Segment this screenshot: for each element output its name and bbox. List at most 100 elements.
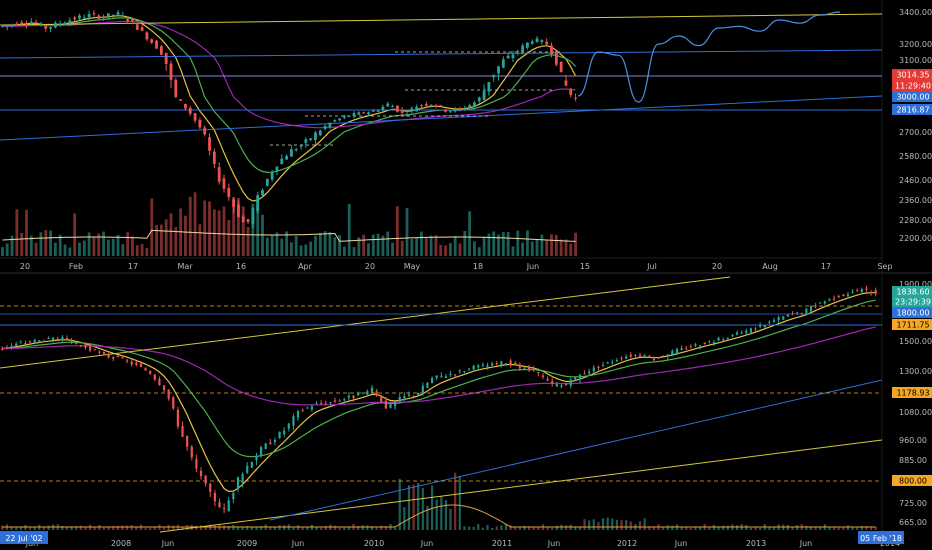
bottom-candle-body	[417, 392, 420, 396]
top-candle-body	[275, 166, 279, 172]
bottom-volume-bar	[324, 526, 327, 530]
bottom-candle-body	[551, 380, 554, 384]
top-candle-body	[294, 149, 298, 151]
top-candle-body	[386, 103, 390, 107]
bottom-price-badge	[892, 387, 932, 398]
top-volume-bar	[174, 227, 178, 256]
top-price-badge-label: 11:29:40	[895, 82, 931, 91]
top-volume-bar	[106, 239, 110, 256]
bottom-candle-body	[153, 374, 156, 380]
bottom-volume-bar	[454, 472, 457, 530]
bottom-candle-body	[578, 374, 582, 380]
top-volume-bar	[381, 235, 385, 256]
bottom-volume-bar	[860, 525, 863, 530]
bottom-candle-body	[546, 378, 549, 381]
bottom-volume-bar	[722, 525, 725, 530]
bottom-candle-body	[361, 392, 364, 394]
bottom-price-badge-label: 1178.93	[896, 389, 929, 398]
bottom-candle-body	[324, 403, 327, 405]
top-x-tick-label: 20	[712, 262, 722, 271]
top-candle-body	[251, 208, 255, 225]
bottom-volume-bar	[643, 518, 646, 530]
top-volume-bar	[49, 230, 52, 256]
bottom-volume-bar	[149, 527, 152, 530]
bottom-candle-body	[722, 339, 725, 341]
bottom-candle-body	[569, 379, 572, 386]
start-date-badge	[0, 531, 48, 544]
top-price-badge-label: 3014.35	[896, 71, 929, 80]
bottom-candle-body	[190, 446, 193, 458]
bottom-volume-bar	[869, 526, 873, 530]
bottom-candle-body	[186, 435, 189, 447]
bottom-candle-body	[232, 492, 235, 500]
top-candle-body	[540, 40, 544, 42]
top-volume-bar	[78, 242, 81, 256]
bottom-candle-body	[809, 306, 813, 312]
top-volume-bar	[497, 234, 500, 256]
bottom-volume-bar	[301, 527, 304, 530]
top-volume-bar	[564, 239, 568, 256]
top-x-tick-label: May	[404, 262, 421, 271]
bottom-price-badge	[892, 307, 932, 318]
bottom-volume-bar	[33, 526, 36, 530]
bottom-volume-bar	[412, 484, 415, 530]
bottom-candle-body	[495, 363, 498, 365]
bottom-volume-bar	[333, 525, 337, 530]
top-volume-bar	[159, 224, 163, 256]
bottom-volume-bar	[278, 525, 281, 530]
bottom-volume-bar	[712, 525, 716, 530]
bottom-candle-body	[338, 400, 341, 402]
bottom-volume-bar	[698, 527, 702, 530]
top-candle-body	[516, 51, 520, 53]
bottom-candle-body	[754, 328, 757, 330]
top-x-tick-label: Jun	[526, 262, 540, 271]
bottom-candle-body	[241, 474, 244, 483]
bottom-volume-bar	[833, 526, 836, 530]
bottom-candle-body	[583, 373, 586, 375]
bottom-candle-body	[394, 401, 397, 407]
top-volume-bar	[145, 247, 149, 256]
bottom-volume-bar	[481, 527, 484, 530]
bottom-candle-body	[352, 395, 355, 398]
top-candle-body	[53, 22, 57, 28]
bottom-candle-body	[28, 341, 32, 343]
bottom-candle-body	[514, 362, 517, 365]
top-candle-body	[463, 108, 467, 110]
top-volume-bar	[150, 198, 154, 256]
bottom-candle-body	[255, 455, 258, 461]
bottom-volume-bar	[84, 526, 87, 530]
bottom-y-tick-label: 1080.00	[899, 408, 932, 417]
bottom-candle-body	[139, 363, 143, 367]
top-candle-body	[574, 97, 577, 99]
bottom-candle-body	[717, 337, 720, 341]
top-y-tick-label: 3200.00	[899, 40, 932, 49]
bottom-volume-bar	[805, 525, 808, 530]
bottom-x-tick-label: 2009	[237, 539, 257, 548]
bottom-candle-body	[467, 368, 471, 370]
bottom-volume-bar	[10, 526, 13, 530]
top-candle-body	[564, 80, 568, 86]
bottom-candle-body	[523, 367, 526, 369]
bottom-volume-bar	[611, 518, 614, 530]
top-price-badge-label: 2816.87	[896, 106, 929, 115]
bottom-volume-bar	[306, 526, 309, 530]
start-date-badge-label: 22 Jul '02	[5, 534, 42, 543]
top-candle-body	[198, 119, 202, 128]
top-x-tick-label: Apr	[298, 262, 313, 271]
top-y-tick-label: 3100.00	[899, 56, 932, 65]
top-candle-body	[453, 108, 457, 112]
top-candle-body	[208, 137, 211, 151]
bottom-candle-body	[745, 330, 748, 334]
top-rising-trendline	[0, 95, 883, 141]
top-candle-body	[410, 108, 414, 112]
top-resistance-line	[0, 49, 883, 59]
bottom-volume-bar	[851, 527, 854, 530]
top-candle-body	[487, 81, 491, 92]
top-volume-bar	[550, 234, 553, 256]
bottom-candle-body	[694, 344, 697, 346]
top-candle-body	[323, 126, 327, 129]
bottom-candle-body	[306, 407, 309, 409]
bottom-candle-body	[343, 399, 346, 401]
bottom-x-tick-label: Jun	[161, 539, 175, 548]
